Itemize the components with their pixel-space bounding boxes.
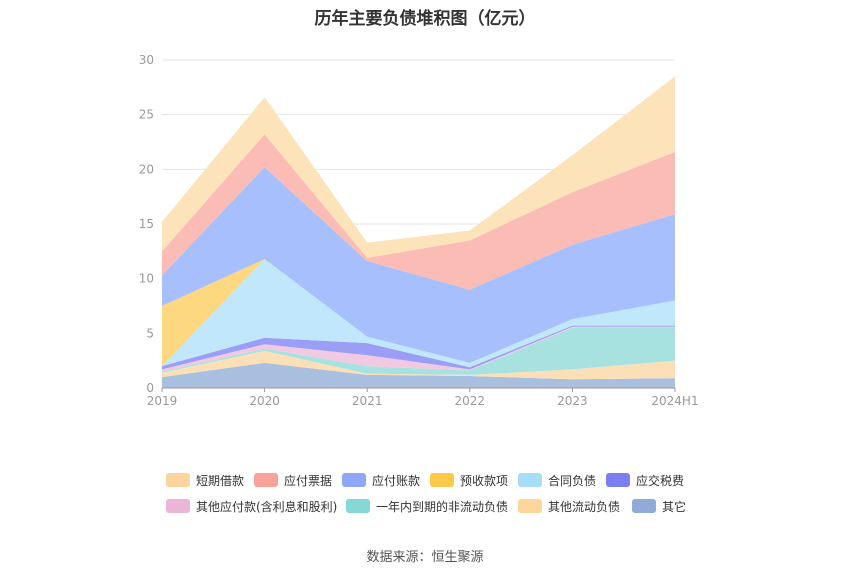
area-layer [162, 76, 675, 388]
legend-item[interactable]: 其他应付款(含利息和股利) [166, 498, 337, 514]
legend-label: 合同负债 [548, 473, 597, 488]
area-series-6 [162, 258, 675, 368]
legend-label: 一年内到期的非流动负债 [376, 499, 509, 514]
legend-item[interactable]: 预收款项 [430, 472, 508, 488]
y-tick-label: 15 [139, 217, 154, 231]
legend-label: 预收款项 [460, 473, 509, 488]
legend-item[interactable]: 应付账款 [342, 472, 420, 488]
legend-swatch [632, 499, 656, 513]
legend-swatch [518, 473, 542, 487]
legend-label: 短期借款 [196, 473, 245, 488]
area-series-4 [162, 326, 675, 372]
y-tick-label: 0 [146, 381, 154, 395]
legend-item[interactable]: 其他流动负债 [518, 498, 620, 514]
y-tick-label: 5 [146, 326, 154, 340]
legend-item[interactable]: 短期借款 [166, 472, 244, 488]
legend-label: 其他流动负债 [548, 499, 621, 514]
legend-swatch [166, 473, 190, 487]
legend-swatch [254, 473, 278, 487]
x-tick-label: 2024H1 [651, 394, 698, 408]
x-tick-label: 2022 [455, 394, 486, 408]
y-tick-label: 10 [139, 272, 154, 286]
legend-label: 应交税费 [636, 473, 685, 488]
x-tick-label: 2023 [557, 394, 588, 408]
legend-item[interactable]: 其它 [632, 498, 686, 514]
axis-layer: 0 5 10 15 20 25 30 2019 2020 2021 2022 2023 2024H1 [139, 53, 699, 408]
area-series-3 [162, 327, 675, 375]
chart-title: 历年主要负债堆积图（亿元） [314, 9, 536, 29]
area-series-8 [162, 167, 675, 363]
legend-item[interactable]: 合同负债 [518, 472, 596, 488]
legend-label: 其它 [662, 499, 687, 514]
y-tick-label: 25 [139, 108, 154, 122]
legend-item[interactable]: 应交税费 [606, 472, 684, 488]
area-series-2 [162, 350, 675, 380]
legend-swatch [430, 473, 454, 487]
x-tick-label: 2020 [249, 394, 280, 408]
y-tick-label: 30 [139, 53, 154, 67]
legend-label: 其他应付款(含利息和股利) [196, 499, 338, 514]
legend-swatch [166, 499, 190, 513]
x-tick-label: 2021 [352, 394, 383, 408]
x-tick-label: 2019 [147, 394, 178, 408]
legend-item[interactable]: 应付票据 [254, 472, 332, 488]
data-source-note: 数据来源：恒生聚源 [366, 550, 484, 565]
legend-item[interactable]: 一年内到期的非流动负债 [346, 498, 508, 514]
legend-swatch [606, 473, 630, 487]
legend-label: 应付票据 [284, 473, 333, 488]
area-series-10 [162, 76, 675, 258]
legend-swatch [518, 499, 542, 513]
area-series-9 [162, 134, 675, 290]
area-series-5 [162, 325, 675, 370]
legend-swatch [342, 473, 366, 487]
legend-label: 应付账款 [372, 473, 421, 488]
legend-swatch [346, 499, 370, 513]
y-tick-label: 20 [139, 162, 154, 176]
